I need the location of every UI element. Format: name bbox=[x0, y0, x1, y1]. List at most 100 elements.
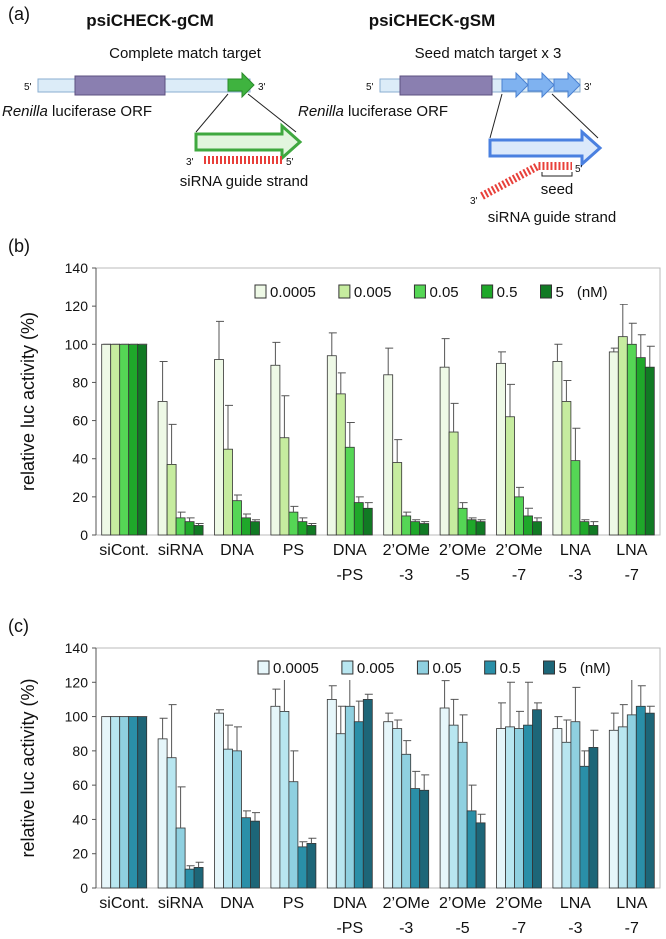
error-bar bbox=[186, 865, 195, 870]
error-bar-line bbox=[590, 521, 599, 526]
error-bar bbox=[468, 784, 477, 811]
target-arrows bbox=[501, 71, 581, 99]
error-bar-line bbox=[421, 521, 430, 524]
error-bar-line bbox=[385, 712, 394, 722]
error-bar bbox=[581, 519, 590, 522]
bar bbox=[326, 355, 337, 536]
bar bbox=[392, 462, 403, 536]
error-bar-line bbox=[281, 395, 290, 438]
error-bar bbox=[195, 861, 204, 868]
y-axis-label: relative luc activity (%) bbox=[18, 312, 38, 491]
error-bar bbox=[225, 404, 233, 450]
x-tick-label: 2’OMe bbox=[495, 895, 542, 912]
bar bbox=[175, 517, 186, 536]
bar bbox=[193, 525, 204, 536]
zoom-lines bbox=[195, 93, 297, 133]
construct-subtitle: Seed match target x 3 bbox=[415, 45, 562, 62]
legend-swatch bbox=[540, 284, 552, 299]
bar bbox=[184, 521, 195, 536]
error-bar-line bbox=[177, 511, 186, 518]
y-tick-label: 120 bbox=[65, 674, 89, 690]
legend-box bbox=[247, 278, 655, 304]
y-tick-label: 20 bbox=[72, 846, 88, 862]
bar bbox=[383, 721, 394, 889]
bar bbox=[617, 336, 628, 536]
y-tick-label: 80 bbox=[72, 374, 88, 390]
orf bbox=[399, 75, 493, 96]
end-label: 5' bbox=[286, 157, 294, 168]
error-bar bbox=[177, 511, 186, 518]
error-bar-line bbox=[364, 502, 373, 509]
error-bar-line bbox=[337, 372, 346, 394]
legend-label: 0.5 bbox=[500, 660, 521, 677]
bar bbox=[617, 726, 628, 889]
error-bar-line bbox=[619, 303, 628, 337]
error-bar bbox=[507, 383, 515, 417]
error-bar bbox=[252, 812, 260, 822]
legend-label: 0.0005 bbox=[270, 284, 316, 301]
orf-text: luciferase ORF bbox=[52, 103, 152, 120]
x-tick-label: -3 bbox=[399, 920, 413, 934]
error-bar-line bbox=[308, 523, 317, 526]
y-tick-label: 60 bbox=[72, 777, 88, 793]
bar bbox=[137, 716, 148, 889]
bar bbox=[232, 750, 242, 889]
bar bbox=[410, 788, 421, 889]
end-label: 5' bbox=[24, 82, 32, 93]
error-bar-line bbox=[646, 345, 655, 368]
error-bar bbox=[290, 750, 299, 782]
strand-label: siRNA guide strand bbox=[488, 209, 616, 226]
error-bar bbox=[364, 693, 373, 700]
bar bbox=[419, 523, 430, 536]
error-bar bbox=[628, 678, 637, 715]
legend-swatch bbox=[341, 660, 354, 675]
bar bbox=[335, 733, 346, 889]
bar bbox=[466, 810, 477, 889]
x-tick-label: -3 bbox=[399, 567, 413, 584]
error-bar-line bbox=[581, 519, 590, 522]
error-bar-line bbox=[590, 729, 599, 748]
error-bar bbox=[421, 521, 430, 524]
legend-label: 0.005 bbox=[357, 660, 395, 677]
error-bar bbox=[225, 724, 233, 750]
error-bar bbox=[619, 303, 628, 337]
bar bbox=[119, 716, 130, 889]
error-bar-line bbox=[468, 517, 477, 520]
bar bbox=[496, 362, 506, 536]
error-bar bbox=[355, 700, 364, 722]
bar bbox=[457, 507, 468, 536]
end-label: 3' bbox=[186, 157, 194, 168]
bar bbox=[175, 827, 186, 889]
error-bar-line bbox=[186, 517, 195, 522]
bar bbox=[570, 721, 581, 889]
legend-label: 0.005 bbox=[354, 284, 392, 301]
error-bar-line bbox=[385, 347, 394, 375]
error-bar-line bbox=[234, 494, 242, 501]
error-bar bbox=[525, 507, 533, 516]
bar bbox=[439, 366, 450, 536]
bar bbox=[401, 515, 412, 536]
bar bbox=[570, 460, 581, 536]
x-tick-label: LNA bbox=[616, 895, 647, 912]
legend-label: 5 bbox=[559, 660, 567, 677]
bar bbox=[101, 716, 112, 889]
bar bbox=[608, 729, 619, 889]
y-tick-label: 0 bbox=[80, 880, 88, 896]
error-bar-line bbox=[186, 865, 195, 870]
bar bbox=[532, 709, 542, 889]
error-bar bbox=[572, 427, 581, 461]
error-bar bbox=[534, 517, 542, 522]
error-bar bbox=[394, 719, 403, 729]
error-bar bbox=[346, 421, 355, 448]
error-bar-line bbox=[159, 360, 168, 402]
bar bbox=[579, 521, 590, 536]
bar bbox=[523, 724, 533, 889]
error-bar bbox=[177, 786, 186, 828]
legend-label: 0.0005 bbox=[273, 660, 319, 677]
error-bar-line bbox=[516, 710, 524, 729]
bar bbox=[532, 521, 542, 536]
error-bar-line bbox=[610, 347, 619, 352]
error-bar bbox=[468, 517, 477, 520]
bar bbox=[128, 716, 139, 889]
error-bar-line bbox=[168, 423, 177, 465]
